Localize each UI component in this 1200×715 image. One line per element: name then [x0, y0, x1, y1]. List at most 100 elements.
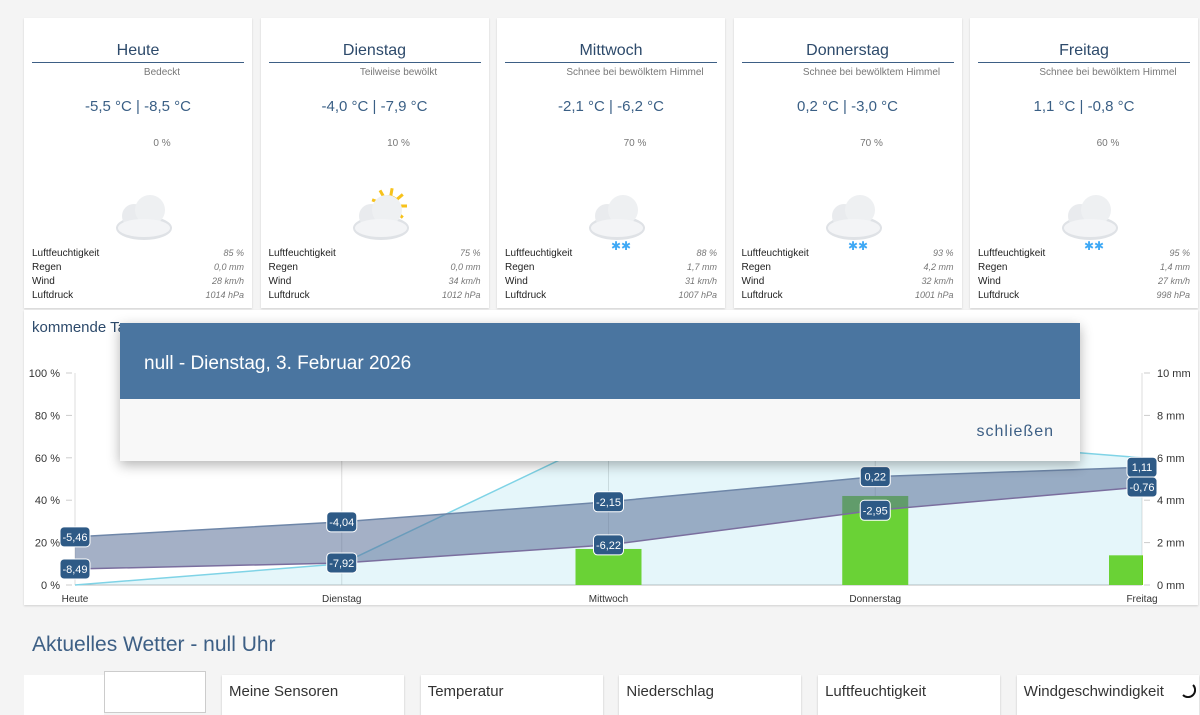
x-tick-label: Heute [62, 594, 89, 605]
detail-row: Luftfeuchtigkeit 75 % [268, 248, 481, 259]
forecast-card: Donnerstag Schnee bei bewölktem Himmel 0,2… [733, 18, 962, 308]
y-tick-label: 60 % [35, 453, 60, 465]
weather-icon: ✱✱ [577, 178, 657, 263]
detail-value: 28 km/h [211, 276, 244, 286]
detail-row: Regen 4,2 mm [741, 262, 954, 273]
temperature: -2,1 °C | -6,2 °C [558, 98, 664, 115]
data-label: -2,95 [863, 505, 888, 517]
tab[interactable]: Windgeschwindigkeit [1016, 675, 1199, 715]
detail-row: Luftdruck 1007 hPa [505, 290, 717, 301]
detail-value: 1,7 mm [686, 262, 717, 272]
forecast-card: Mittwoch Schnee bei bewölktem Himmel -2,1 … [497, 18, 725, 308]
y2-tick-label: 0 mm [1157, 580, 1185, 592]
x-tick-label: Dienstag [322, 594, 361, 605]
precipitation-probability: 10 % [387, 138, 410, 149]
svg-text:✱✱: ✱✱ [1084, 239, 1104, 253]
close-button[interactable]: schließen [976, 423, 1054, 440]
detail-value: 93 % [932, 248, 954, 258]
temperature-band [75, 467, 1142, 569]
detail-value: 32 km/h [921, 276, 954, 286]
detail-value: 85 % [223, 248, 244, 258]
y2-tick-label: 2 mm [1157, 538, 1185, 550]
y-tick-label: 20 % [35, 538, 60, 550]
svg-text:✱✱: ✱✱ [848, 239, 868, 253]
data-label: -4,04 [329, 517, 354, 529]
detail-row: Luftdruck 1001 hPa [741, 290, 954, 301]
detail-value: 75 % [459, 248, 481, 258]
day-title: Donnerstag [741, 42, 954, 63]
label-box [59, 526, 91, 548]
precipitation-probability: 70 % [860, 138, 883, 149]
detail-value: 88 % [696, 248, 717, 258]
temperature: 0,2 °C | -3,0 °C [797, 98, 898, 115]
label-box [1126, 476, 1158, 498]
y2-tick-label: 4 mm [1157, 495, 1185, 507]
icon [352, 188, 409, 240]
label-box [593, 491, 624, 513]
detail-row: Luftdruck 1012 hPa [268, 290, 481, 301]
weather-icon: ✱✱ [814, 178, 894, 263]
detail-value: 1007 hPa [678, 290, 717, 300]
detail-value: 34 km/h [448, 276, 481, 286]
detail-row: Wind 34 km/h [268, 276, 481, 287]
icon: ✱✱ [1062, 195, 1118, 253]
section-title: Aktuelles Wetter - null Uhr [32, 633, 276, 656]
icon [116, 195, 172, 240]
detail-value: 1001 hPa [914, 290, 954, 300]
chart: kommende Tage 0 % 20 % 40 % 60 % 80 % 100 % 0 m… [29, 319, 1191, 605]
tab[interactable]: Temperatur [420, 675, 603, 715]
data-label: 0,22 [865, 472, 886, 484]
weather-icon: ✱✱ [1050, 178, 1130, 263]
detail-row: Wind 27 km/h [978, 276, 1190, 287]
precipitation-probability: 0 % [153, 138, 171, 149]
data-label: -5,46 [62, 532, 87, 544]
spinner [1182, 684, 1196, 698]
day-title: Heute [32, 42, 244, 63]
data-label: -7,92 [329, 558, 354, 570]
label-box [326, 511, 358, 533]
tab[interactable]: Niederschlag [619, 675, 802, 715]
detail-value: 4,2 mm [923, 262, 954, 272]
chart-title: kommende Tage [32, 319, 143, 336]
detail-value: 0,0 mm [213, 262, 244, 272]
detail-value: 27 km/h [1157, 276, 1190, 286]
precipitation-probability: 60 % [1096, 138, 1120, 149]
day-title: Freitag [978, 42, 1190, 63]
weather-icon [341, 178, 421, 263]
detail-row: Luftfeuchtigkeit 88 % [505, 248, 717, 259]
temperature: -4,0 °C | -7,9 °C [321, 98, 428, 115]
detail-row: Luftfeuchtigkeit 85 % [32, 248, 244, 259]
day-title: Mittwoch [505, 42, 717, 63]
tab-blank [104, 671, 206, 713]
y2-tick-label: 8 mm [1157, 410, 1185, 422]
day-title: Dienstag [268, 42, 481, 63]
tab[interactable]: Meine Sensoren [222, 675, 404, 715]
x-tick-label: Freitag [1126, 594, 1157, 605]
label-box [59, 558, 91, 580]
condition: Schnee bei bewölktem Himmel [566, 67, 704, 78]
y-tick-label: 80 % [35, 410, 60, 422]
y-tick-label: 40 % [35, 495, 60, 507]
detail-row: Luftdruck 998 hPa [978, 290, 1190, 301]
forecast-card: Heute Bedeckt -5,5 °C | -8,5 °C 0 % Luftfeuc… [24, 18, 252, 308]
detail-row: Regen 0,0 mm [32, 262, 244, 273]
condition: Teilweise bewölkt [359, 67, 438, 78]
tab[interactable]: Luftfeuchtigkeit [818, 675, 1001, 715]
y-tick-label: 100 % [29, 368, 60, 380]
temperature: -5,5 °C | -8,5 °C [85, 98, 191, 115]
detail-value: 1,4 mm [1159, 262, 1190, 272]
detail-value: 998 hPa [1156, 290, 1190, 300]
detail-row: Regen 1,4 mm [978, 262, 1190, 273]
dialog-title: null - Dienstag, 3. Februar 2026 [120, 323, 1080, 399]
data-label: -8,49 [62, 564, 87, 576]
detail-value: 31 km/h [684, 276, 717, 286]
detail-value: 1012 hPa [441, 290, 481, 300]
forecast-card: Freitag Schnee bei bewölktem Himmel 1,1 °C… [970, 18, 1198, 308]
weather-icon [104, 178, 184, 263]
x-tick-label: Donnerstag [849, 594, 901, 605]
condition: Schnee bei bewölktem Himmel [802, 67, 941, 78]
data-label: -6,22 [596, 540, 621, 552]
detail-value: 0,0 mm [450, 262, 481, 272]
dialog: null - Dienstag, 3. Februar 2026 schließ… [120, 323, 1080, 461]
